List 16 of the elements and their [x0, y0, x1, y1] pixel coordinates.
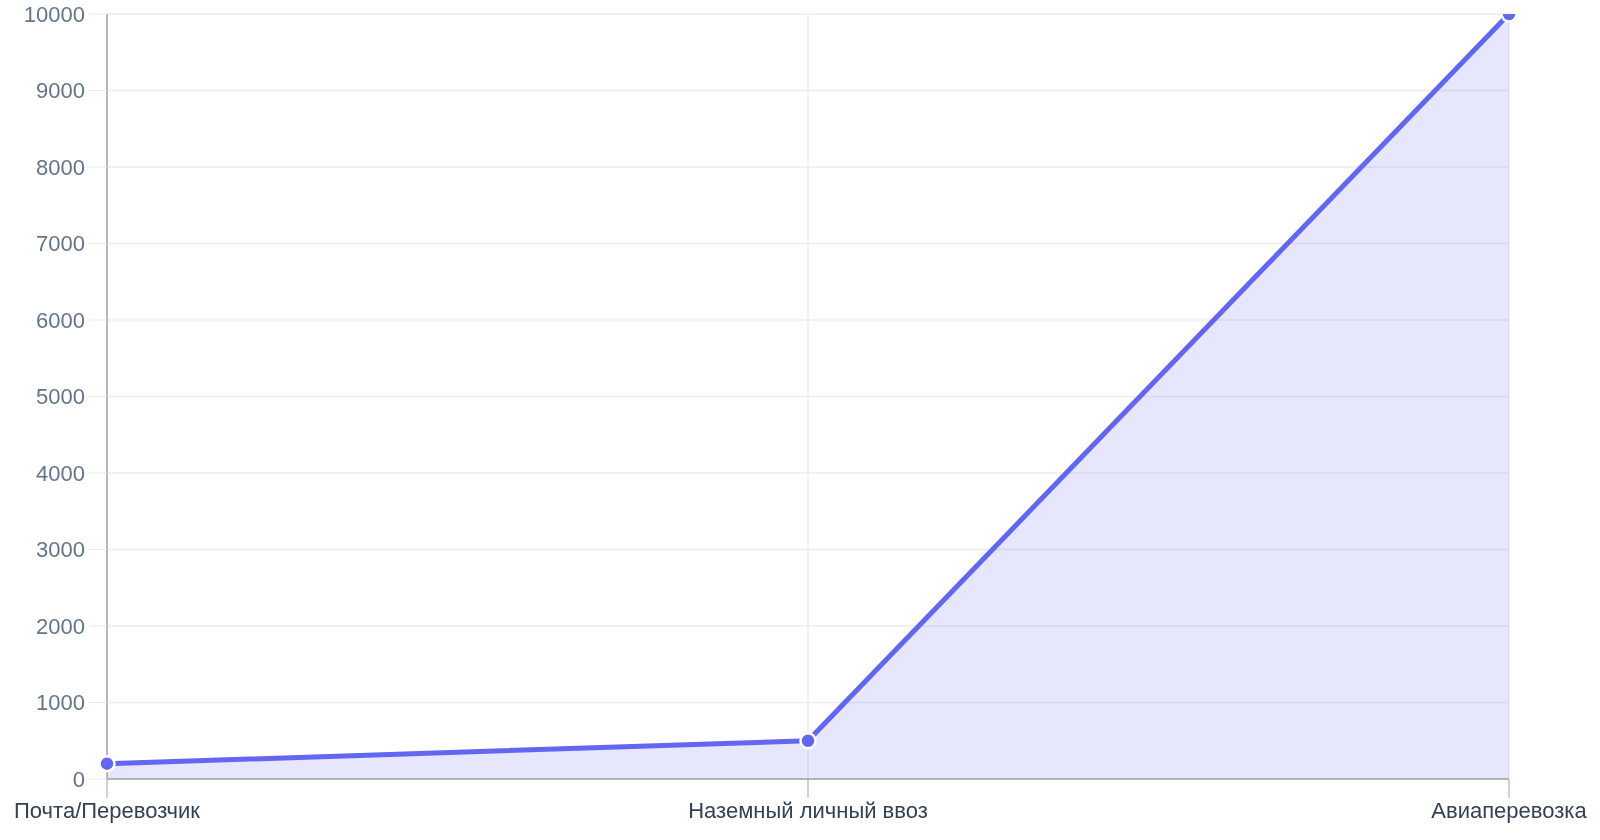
x-tick-label: Авиаперевозка — [1431, 797, 1588, 823]
point — [98, 754, 116, 773]
y-tick-label: 6000 — [36, 307, 85, 333]
y-tick-label: 3000 — [36, 537, 85, 563]
y-tick-label: 0 — [72, 766, 85, 792]
point — [799, 732, 817, 750]
y-tick-label: 5000 — [36, 384, 85, 410]
y-tick-label: 10000 — [23, 1, 85, 27]
y-tick-label: 8000 — [36, 154, 85, 180]
x-tick-label: Наземный личный ввоз — [688, 797, 928, 823]
y-tick-label: 4000 — [36, 460, 85, 486]
y-tick-label: 7000 — [36, 231, 85, 257]
y-tick-label: 2000 — [36, 613, 85, 639]
x-tick-label: Почта/Перевозчик — [14, 797, 201, 823]
y-tick-label: 9000 — [36, 78, 85, 104]
y-tick-label: 1000 — [36, 690, 85, 716]
